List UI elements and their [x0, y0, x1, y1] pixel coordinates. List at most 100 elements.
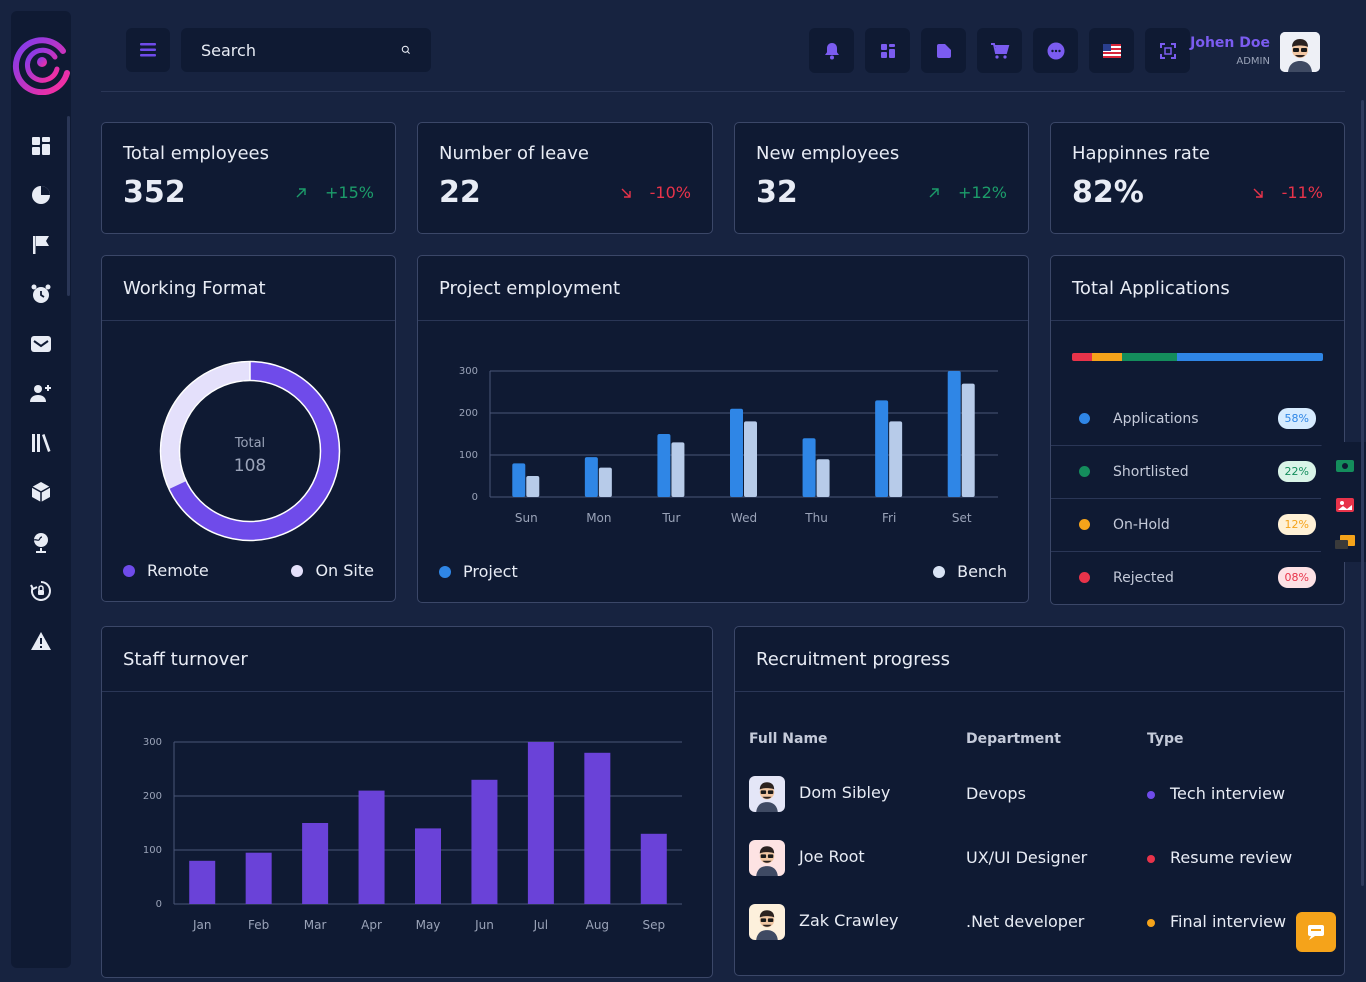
applications-bar-segment [1072, 353, 1093, 361]
application-row-on-hold[interactable]: On-Hold 12% [1051, 498, 1344, 551]
legend-remote: Remote [123, 561, 209, 580]
side-tools-icons[interactable] [1321, 442, 1366, 562]
stat-change: -10% [620, 183, 691, 202]
x-tick-label: Aug [586, 918, 609, 932]
recruitment-progress-card: Recruitment progress Full Name Departmen… [734, 626, 1345, 976]
grid-icon [880, 43, 895, 58]
stat-change-value: -11% [1281, 183, 1323, 202]
candidate-department: .Net developer [966, 912, 1085, 931]
column-header-department[interactable]: Department [966, 731, 1061, 747]
bar-project-sun[interactable] [512, 463, 526, 497]
bar-project-tur[interactable] [657, 434, 671, 497]
bar-jun[interactable] [471, 779, 498, 904]
bar-bench-mon[interactable] [598, 467, 612, 497]
stat-card-happinnes-rate: Happinnes rate 82% -11% [1050, 122, 1345, 234]
page-scrollbar[interactable] [1361, 100, 1364, 886]
sidebar-item-alarm[interactable] [11, 270, 71, 320]
sidebar-item-add-user[interactable] [11, 369, 71, 419]
bar-bench-wed[interactable] [744, 421, 757, 497]
user-name: Johen Doe [1190, 35, 1270, 51]
avatar [749, 776, 785, 812]
cart-button[interactable] [977, 28, 1022, 73]
x-tick-label: Tur [661, 511, 680, 525]
y-tick-label: 100 [143, 845, 162, 856]
bell-icon [824, 42, 839, 59]
bar-jul[interactable] [527, 742, 554, 904]
staff-turnover-card: Staff turnover 0 100 200 300 Jan Feb Mar Apr May… [101, 626, 713, 978]
column-header-name[interactable]: Full Name [749, 731, 828, 747]
box-icon [31, 482, 51, 503]
x-tick-label: Apr [361, 918, 382, 932]
sidebar-item-dashboard[interactable] [11, 121, 71, 171]
sidebar-item-box[interactable] [11, 468, 71, 518]
legend-dot-remote [123, 564, 135, 577]
sidebar-item-pie-chart[interactable] [11, 171, 71, 221]
files-button[interactable] [921, 28, 966, 73]
bar-project-fri[interactable] [875, 400, 889, 497]
status-badge: 22% [1277, 461, 1316, 482]
bar-sep[interactable] [640, 833, 667, 904]
x-tick-label: May [416, 918, 441, 932]
brand-logo[interactable] [11, 29, 71, 95]
bar-aug[interactable] [584, 752, 611, 904]
stat-change-value: -10% [649, 183, 691, 202]
messages-button[interactable] [1033, 28, 1078, 73]
bar-feb[interactable] [245, 852, 272, 904]
search-input[interactable] [201, 40, 401, 60]
y-tick-label: 0 [472, 492, 478, 503]
stat-change-value: +12% [958, 183, 1007, 202]
menu-toggle-button[interactable] [126, 28, 170, 72]
sidebar-item-globe[interactable] [11, 517, 71, 567]
bar-bench-set[interactable] [961, 383, 975, 497]
bar-bench-tur[interactable] [671, 442, 685, 497]
avatar-icon [756, 782, 778, 812]
arrow-up-right-icon [296, 187, 306, 197]
application-row-rejected[interactable]: Rejected 08% [1051, 551, 1344, 604]
bar-bench-sun[interactable] [526, 476, 540, 497]
applications-bar-segment [1177, 353, 1323, 361]
user-profile[interactable]: Johen Doe ADMIN [1190, 32, 1320, 72]
notifications-button[interactable] [809, 28, 854, 73]
sidebar-menu [11, 121, 71, 666]
candidate-name: Zak Crawley [799, 911, 899, 930]
avatar[interactable] [1280, 32, 1320, 72]
application-row-applications[interactable]: Applications 58% [1051, 392, 1344, 445]
bar-jan[interactable] [189, 860, 216, 904]
bar-project-wed[interactable] [730, 408, 743, 497]
bar-may[interactable] [415, 828, 441, 904]
bar-apr[interactable] [358, 790, 385, 904]
x-tick-label: Sun [515, 511, 538, 525]
application-row-shortlisted[interactable]: Shortlisted 22% [1051, 445, 1344, 498]
bar-bench-thu[interactable] [816, 459, 830, 497]
language-button[interactable] [1089, 28, 1134, 73]
staff-turnover-chart: 0 100 200 300 Jan Feb Mar Apr May Jun Jul Aug Sep [143, 737, 682, 932]
bar-project-set[interactable] [947, 371, 961, 497]
stat-change: -11% [1252, 183, 1323, 202]
bar-mar[interactable] [302, 823, 329, 904]
candidate-department: UX/UI Designer [966, 848, 1088, 867]
fullscreen-button[interactable] [1145, 28, 1190, 73]
status-badge: 08% [1277, 567, 1316, 588]
candidate-type: Tech interview [1170, 784, 1286, 803]
sidebar-scrollbar[interactable] [67, 116, 70, 296]
sidebar-item-lock-reset[interactable] [11, 567, 71, 617]
sidebar-item-library[interactable] [11, 418, 71, 468]
sidebar-item-warning[interactable] [11, 616, 71, 666]
legend-label-project: Project [463, 562, 518, 581]
apps-button[interactable] [865, 28, 910, 73]
column-header-type[interactable]: Type [1147, 731, 1184, 747]
applications-progress-bar [1072, 353, 1323, 361]
x-tick-label: Fri [882, 511, 896, 525]
header-toolbar [809, 28, 1190, 73]
bar-project-mon[interactable] [584, 457, 598, 497]
bar-project-thu[interactable] [802, 438, 816, 497]
stat-card-total-employees: Total employees 352 +15% [101, 122, 396, 234]
row-divider [1051, 498, 1344, 499]
chat-widget-button[interactable] [1296, 912, 1336, 952]
sidebar-item-flag[interactable] [11, 220, 71, 270]
stat-title: Total employees [123, 143, 269, 164]
sidebar-item-mail[interactable] [11, 319, 71, 369]
y-tick-label: 300 [459, 366, 478, 377]
bar-bench-fri[interactable] [889, 421, 903, 497]
search-icon[interactable] [401, 43, 411, 57]
